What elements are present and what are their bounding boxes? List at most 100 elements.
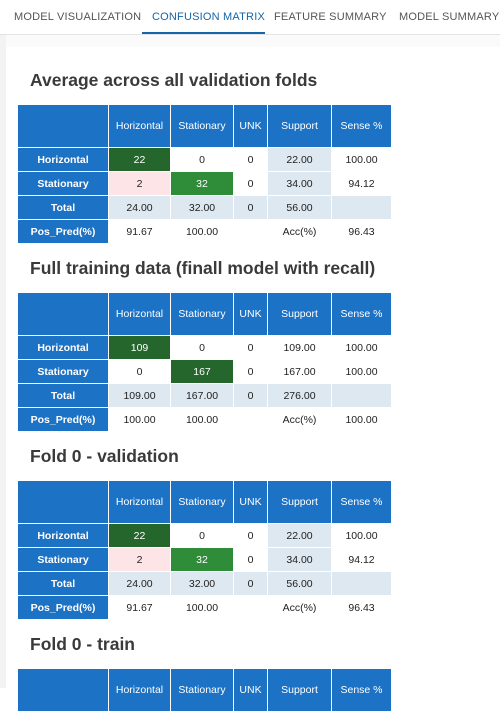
total-cell: 32.00 xyxy=(170,195,234,220)
header-cell: Sense % xyxy=(331,292,392,336)
content-top-spacer xyxy=(6,35,500,47)
header-cell: Sense % xyxy=(331,104,392,148)
table-row: Stationary 2 32 0 34.00 94.12 xyxy=(17,171,392,196)
row-label: Stationary xyxy=(17,171,109,196)
total-cell: 32.00 xyxy=(170,571,234,596)
matrix-cell: 2 xyxy=(108,171,171,196)
row-label: Total xyxy=(17,571,109,596)
sense-cell: 100.00 xyxy=(331,523,392,548)
total-cell: 24.00 xyxy=(108,195,171,220)
tab-feature-summary[interactable]: FEATURE SUMMARY xyxy=(274,11,387,23)
matrix-cell: 32 xyxy=(170,171,234,196)
header-cell: Support xyxy=(267,292,332,336)
accuracy-value: 96.43 xyxy=(331,595,392,620)
support-cell: 109.00 xyxy=(267,335,332,360)
sense-cell: 94.12 xyxy=(331,171,392,196)
table-row: Horizontal 109 0 0 109.00 100.00 xyxy=(17,335,392,360)
tab-confusion-matrix[interactable]: CONFUSION MATRIX xyxy=(152,11,265,23)
header-cell: UNK xyxy=(233,104,268,148)
total-cell: 0 xyxy=(233,383,268,408)
section-title: Full training data (finall model with re… xyxy=(30,258,376,278)
support-cell: 22.00 xyxy=(267,523,332,548)
table-header-row: Horizontal Stationary UNK Support Sense … xyxy=(17,668,392,712)
total-cell: 56.00 xyxy=(267,571,332,596)
sense-cell: 100.00 xyxy=(331,335,392,360)
matrix-cell: 22 xyxy=(108,147,171,172)
accuracy-label: Acc(%) xyxy=(267,219,332,244)
pos-pred-cell: 100.00 xyxy=(170,595,234,620)
total-cell: 56.00 xyxy=(267,195,332,220)
matrix-cell: 0 xyxy=(233,547,268,572)
matrix-cell: 167 xyxy=(170,359,234,384)
row-label: Horizontal xyxy=(17,147,109,172)
total-cell: 276.00 xyxy=(267,383,332,408)
matrix-cell: 22 xyxy=(108,523,171,548)
confusion-matrix-table: Horizontal Stationary UNK Support Sense … xyxy=(17,480,392,620)
total-cell: 0 xyxy=(233,195,268,220)
table-header-row: Horizontal Stationary UNK Support Sense … xyxy=(17,292,392,336)
total-cell xyxy=(331,571,392,596)
total-cell: 0 xyxy=(233,571,268,596)
header-cell: UNK xyxy=(233,668,268,712)
confusion-matrix-table: Horizontal Stationary UNK Support Sense … xyxy=(17,668,392,712)
table-row: Pos_Pred(%) 100.00 100.00 Acc(%) 100.00 xyxy=(17,407,392,432)
tab-model-summary[interactable]: MODEL SUMMARY xyxy=(399,11,500,23)
pos-pred-cell xyxy=(233,219,268,244)
row-label: Pos_Pred(%) xyxy=(17,595,109,620)
matrix-cell: 0 xyxy=(170,335,234,360)
tab-bar: MODEL VISUALIZATION CONFUSION MATRIX FEA… xyxy=(0,0,500,35)
section-title: Fold 0 - train xyxy=(30,634,135,654)
table-row: Stationary 2 32 0 34.00 94.12 xyxy=(17,547,392,572)
matrix-cell: 0 xyxy=(233,147,268,172)
accuracy-value: 100.00 xyxy=(331,407,392,432)
total-cell xyxy=(331,195,392,220)
pos-pred-cell xyxy=(233,595,268,620)
row-label: Horizontal xyxy=(17,523,109,548)
table-row: Total 24.00 32.00 0 56.00 xyxy=(17,571,392,596)
row-label: Pos_Pred(%) xyxy=(17,219,109,244)
accuracy-label: Acc(%) xyxy=(267,407,332,432)
header-cell: Stationary xyxy=(170,668,234,712)
left-gutter xyxy=(0,35,6,688)
matrix-cell: 0 xyxy=(233,359,268,384)
header-cell: Stationary xyxy=(170,292,234,336)
support-cell: 167.00 xyxy=(267,359,332,384)
table-header-row: Horizontal Stationary UNK Support Sense … xyxy=(17,480,392,524)
sense-cell: 94.12 xyxy=(331,547,392,572)
header-corner xyxy=(17,668,109,712)
table-row: Pos_Pred(%) 91.67 100.00 Acc(%) 96.43 xyxy=(17,595,392,620)
matrix-cell: 0 xyxy=(170,147,234,172)
matrix-cell: 0 xyxy=(108,359,171,384)
confusion-matrix-table: Horizontal Stationary UNK Support Sense … xyxy=(17,104,392,244)
total-cell xyxy=(331,383,392,408)
accuracy-value: 96.43 xyxy=(331,219,392,244)
section-title: Fold 0 - validation xyxy=(30,446,179,466)
pos-pred-cell: 100.00 xyxy=(170,219,234,244)
header-cell: Sense % xyxy=(331,668,392,712)
tab-model-visualization[interactable]: MODEL VISUALIZATION xyxy=(14,11,142,23)
header-cell: Horizontal xyxy=(108,292,171,336)
header-cell: UNK xyxy=(233,292,268,336)
header-corner xyxy=(17,292,109,336)
header-cell: Stationary xyxy=(170,104,234,148)
total-cell: 109.00 xyxy=(108,383,171,408)
row-label: Stationary xyxy=(17,359,109,384)
sense-cell: 100.00 xyxy=(331,147,392,172)
header-corner xyxy=(17,480,109,524)
header-cell: Horizontal xyxy=(108,668,171,712)
header-cell: Sense % xyxy=(331,480,392,524)
header-cell: Support xyxy=(267,480,332,524)
support-cell: 34.00 xyxy=(267,547,332,572)
table-row: Total 109.00 167.00 0 276.00 xyxy=(17,383,392,408)
total-cell: 167.00 xyxy=(170,383,234,408)
table-row: Pos_Pred(%) 91.67 100.00 Acc(%) 96.43 xyxy=(17,219,392,244)
table-header-row: Horizontal Stationary UNK Support Sense … xyxy=(17,104,392,148)
matrix-cell: 0 xyxy=(233,335,268,360)
sense-cell: 100.00 xyxy=(331,359,392,384)
header-cell: Horizontal xyxy=(108,480,171,524)
accuracy-label: Acc(%) xyxy=(267,595,332,620)
header-corner xyxy=(17,104,109,148)
header-cell: UNK xyxy=(233,480,268,524)
header-cell: Horizontal xyxy=(108,104,171,148)
total-cell: 24.00 xyxy=(108,571,171,596)
